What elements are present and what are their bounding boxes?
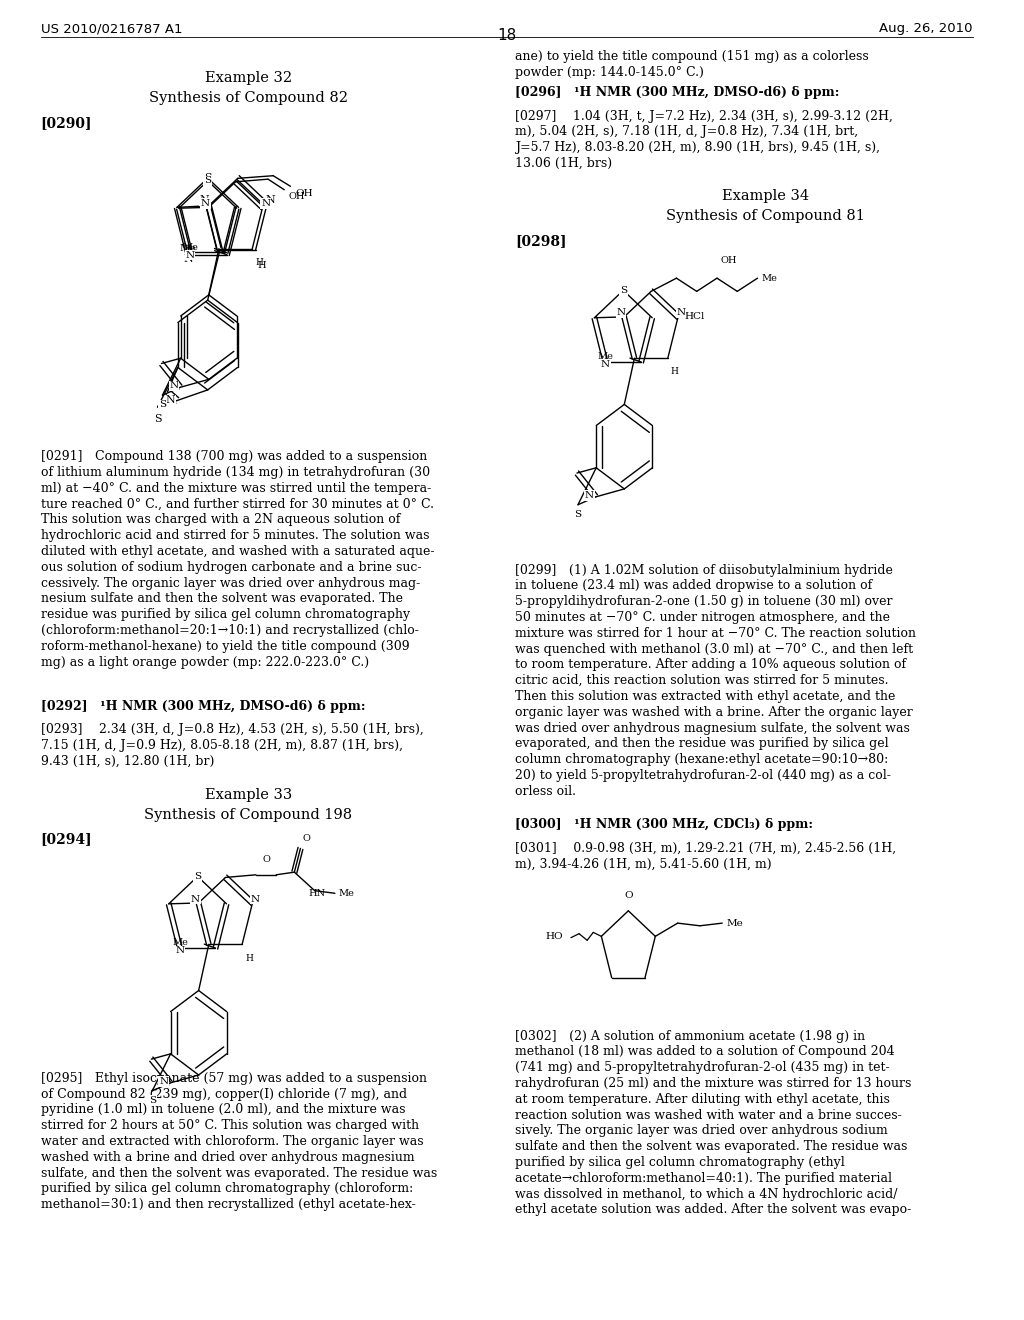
Text: Me: Me <box>172 939 188 948</box>
Text: H: H <box>671 367 679 376</box>
Text: Synthesis of Compound 82: Synthesis of Compound 82 <box>148 91 348 106</box>
Text: S: S <box>204 177 211 185</box>
Text: S: S <box>159 400 166 409</box>
Text: N: N <box>166 396 175 405</box>
Text: N: N <box>185 251 195 260</box>
Text: [0292] ¹H NMR (300 MHz, DMSO-d6) δ ppm:: [0292] ¹H NMR (300 MHz, DMSO-d6) δ ppm: <box>41 700 365 713</box>
Text: Me: Me <box>338 888 354 898</box>
Text: Synthesis of Compound 81: Synthesis of Compound 81 <box>666 209 864 223</box>
Text: 18: 18 <box>497 28 516 42</box>
Text: N: N <box>200 195 210 206</box>
Text: [0295] Ethyl isocyanate (57 mg) was added to a suspension
of Compound 82 (239 mg: [0295] Ethyl isocyanate (57 mg) was adde… <box>41 1072 437 1212</box>
Text: [0300] ¹H NMR (300 MHz, CDCl₃) δ ppm:: [0300] ¹H NMR (300 MHz, CDCl₃) δ ppm: <box>515 818 813 832</box>
Text: O: O <box>302 834 310 843</box>
Text: Example 34: Example 34 <box>722 189 809 203</box>
Text: ane) to yield the title compound (151 mg) as a colorless
powder (mp: 144.0-145.0: ane) to yield the title compound (151 mg… <box>515 50 868 79</box>
Text: Me: Me <box>182 243 199 252</box>
Text: Synthesis of Compound 198: Synthesis of Compound 198 <box>144 808 352 822</box>
Text: N: N <box>251 895 260 903</box>
Text: N: N <box>190 895 200 903</box>
Text: Me: Me <box>762 273 777 282</box>
Text: [0302] (2) A solution of ammonium acetate (1.98 g) in
methanol (18 ml) was added: [0302] (2) A solution of ammonium acetat… <box>515 1030 911 1217</box>
Text: [0301]  0.9-0.98 (3H, m), 1.29-2.21 (7H, m), 2.45-2.56 (1H,
m), 3.94-4.26 (1H, m: [0301] 0.9-0.98 (3H, m), 1.29-2.21 (7H, … <box>515 842 896 871</box>
Text: O: O <box>624 891 633 900</box>
Text: N: N <box>677 309 686 317</box>
Text: O: O <box>262 855 270 865</box>
Text: N: N <box>585 491 594 500</box>
Text: N: N <box>184 253 194 264</box>
Text: S: S <box>195 873 201 880</box>
Text: Me: Me <box>598 352 613 362</box>
Text: HO: HO <box>545 932 563 941</box>
Text: [0299] (1) A 1.02M solution of diisobutylalminium hydride
in toluene (23.4 ml) w: [0299] (1) A 1.02M solution of diisobuty… <box>515 564 915 797</box>
Text: OH: OH <box>296 189 313 198</box>
Text: HCl: HCl <box>685 313 705 322</box>
Text: [0290]: [0290] <box>41 116 92 131</box>
Text: [0298]: [0298] <box>515 234 566 248</box>
Text: N: N <box>616 309 626 317</box>
Text: [0297]  1.04 (3H, t, J=7.2 Hz), 2.34 (3H, s), 2.99-3.12 (2H,
m), 5.04 (2H, s), 7: [0297] 1.04 (3H, t, J=7.2 Hz), 2.34 (3H,… <box>515 110 893 170</box>
Text: OH: OH <box>720 256 736 265</box>
Text: [0293]  2.34 (3H, d, J=0.8 Hz), 4.53 (2H, s), 5.50 (1H, brs),
7.15 (1H, d, J=0.9: [0293] 2.34 (3H, d, J=0.8 Hz), 4.53 (2H,… <box>41 723 423 768</box>
Text: Example 33: Example 33 <box>205 788 292 803</box>
Text: S: S <box>148 1096 156 1105</box>
Text: N: N <box>601 360 610 370</box>
Text: OH: OH <box>289 193 305 202</box>
Text: N: N <box>159 1077 168 1086</box>
Text: [0291] Compound 138 (700 mg) was added to a suspension
of lithium aluminum hydri: [0291] Compound 138 (700 mg) was added t… <box>41 450 434 668</box>
Text: S: S <box>574 510 582 519</box>
Text: H: H <box>245 953 253 962</box>
Text: S: S <box>154 413 162 424</box>
Text: N: N <box>261 199 270 207</box>
Text: Example 32: Example 32 <box>205 71 292 86</box>
Text: [0294]: [0294] <box>41 832 92 846</box>
Text: N: N <box>169 381 178 391</box>
Text: N: N <box>201 199 210 207</box>
Text: US 2010/0216787 A1: US 2010/0216787 A1 <box>41 22 182 36</box>
Text: S: S <box>204 173 212 183</box>
Text: S: S <box>620 286 627 294</box>
Text: Me: Me <box>726 919 743 928</box>
Text: Me: Me <box>179 243 197 252</box>
Text: H: H <box>255 257 263 267</box>
Text: [0296] ¹H NMR (300 MHz, DMSO-d6) δ ppm:: [0296] ¹H NMR (300 MHz, DMSO-d6) δ ppm: <box>515 86 840 99</box>
Text: N: N <box>266 195 275 206</box>
Text: Aug. 26, 2010: Aug. 26, 2010 <box>880 22 973 36</box>
Text: HN: HN <box>308 890 326 899</box>
Text: H: H <box>258 260 266 269</box>
Text: N: N <box>175 946 184 956</box>
